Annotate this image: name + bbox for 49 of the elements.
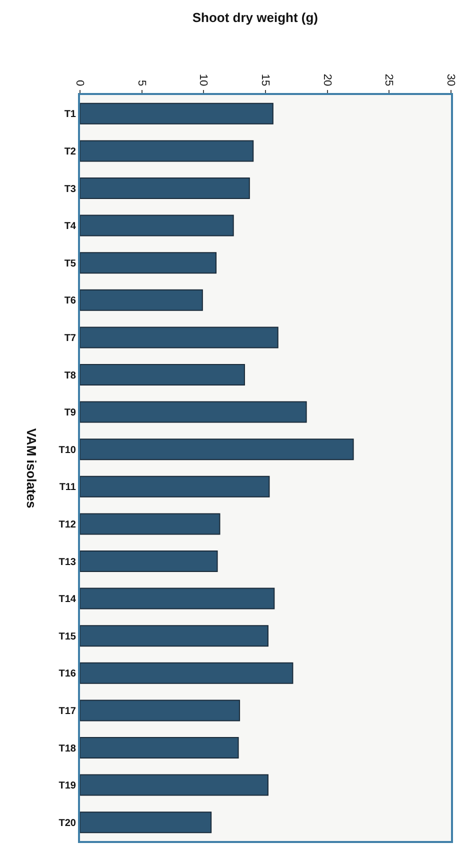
x-tick-label: 20	[320, 74, 333, 86]
y-tick-label: T8	[64, 370, 76, 382]
y-tick-label: T19	[58, 780, 76, 792]
y-tick-label: T13	[58, 556, 76, 568]
y-tick-label: T1	[64, 109, 76, 120]
x-tick-label: 30	[444, 74, 456, 86]
bar	[80, 289, 203, 311]
y-tick-label: T4	[64, 221, 76, 232]
y-tick-label: T5	[64, 258, 76, 270]
x-tick-label: 10	[197, 74, 210, 86]
bar	[80, 774, 268, 796]
bar	[80, 812, 212, 834]
y-axis-title: VAM isolates	[24, 428, 39, 508]
y-tick-label: T11	[59, 482, 76, 494]
bar	[80, 625, 268, 647]
bar	[80, 736, 239, 759]
y-tick-label: T15	[58, 631, 76, 642]
y-tick-label: T10	[58, 444, 76, 456]
y-tick-label: T3	[64, 184, 76, 195]
bar	[80, 550, 218, 572]
bar	[80, 401, 307, 423]
y-tick-label: T2	[64, 146, 76, 158]
y-tick-label: T20	[58, 818, 76, 829]
y-tick-label: T12	[58, 519, 76, 530]
y-tick-label: T7	[64, 332, 76, 344]
y-tick-label: T9	[64, 408, 76, 419]
x-tick-label: 25	[382, 74, 395, 86]
y-tick-label: T17	[58, 706, 76, 717]
bar	[80, 438, 354, 460]
bar	[80, 252, 217, 274]
bar	[80, 513, 220, 535]
x-tick-label: 0	[73, 80, 86, 86]
bar	[80, 364, 245, 386]
bar	[80, 700, 240, 722]
bar	[80, 588, 275, 610]
chart-title: Shoot dry weight (g)	[192, 10, 318, 25]
y-tick-label: T16	[58, 668, 76, 680]
x-tick-label: 15	[258, 74, 271, 86]
bar	[80, 326, 278, 348]
bar	[80, 662, 294, 684]
bar	[80, 140, 254, 162]
bar	[80, 214, 234, 236]
bar	[80, 177, 250, 200]
bar	[80, 102, 274, 124]
bar	[80, 476, 270, 498]
x-tick-label: 5	[135, 80, 148, 86]
y-tick-label: T18	[58, 743, 76, 754]
y-tick-label: T14	[58, 594, 76, 606]
y-tick-label: T6	[64, 296, 76, 307]
